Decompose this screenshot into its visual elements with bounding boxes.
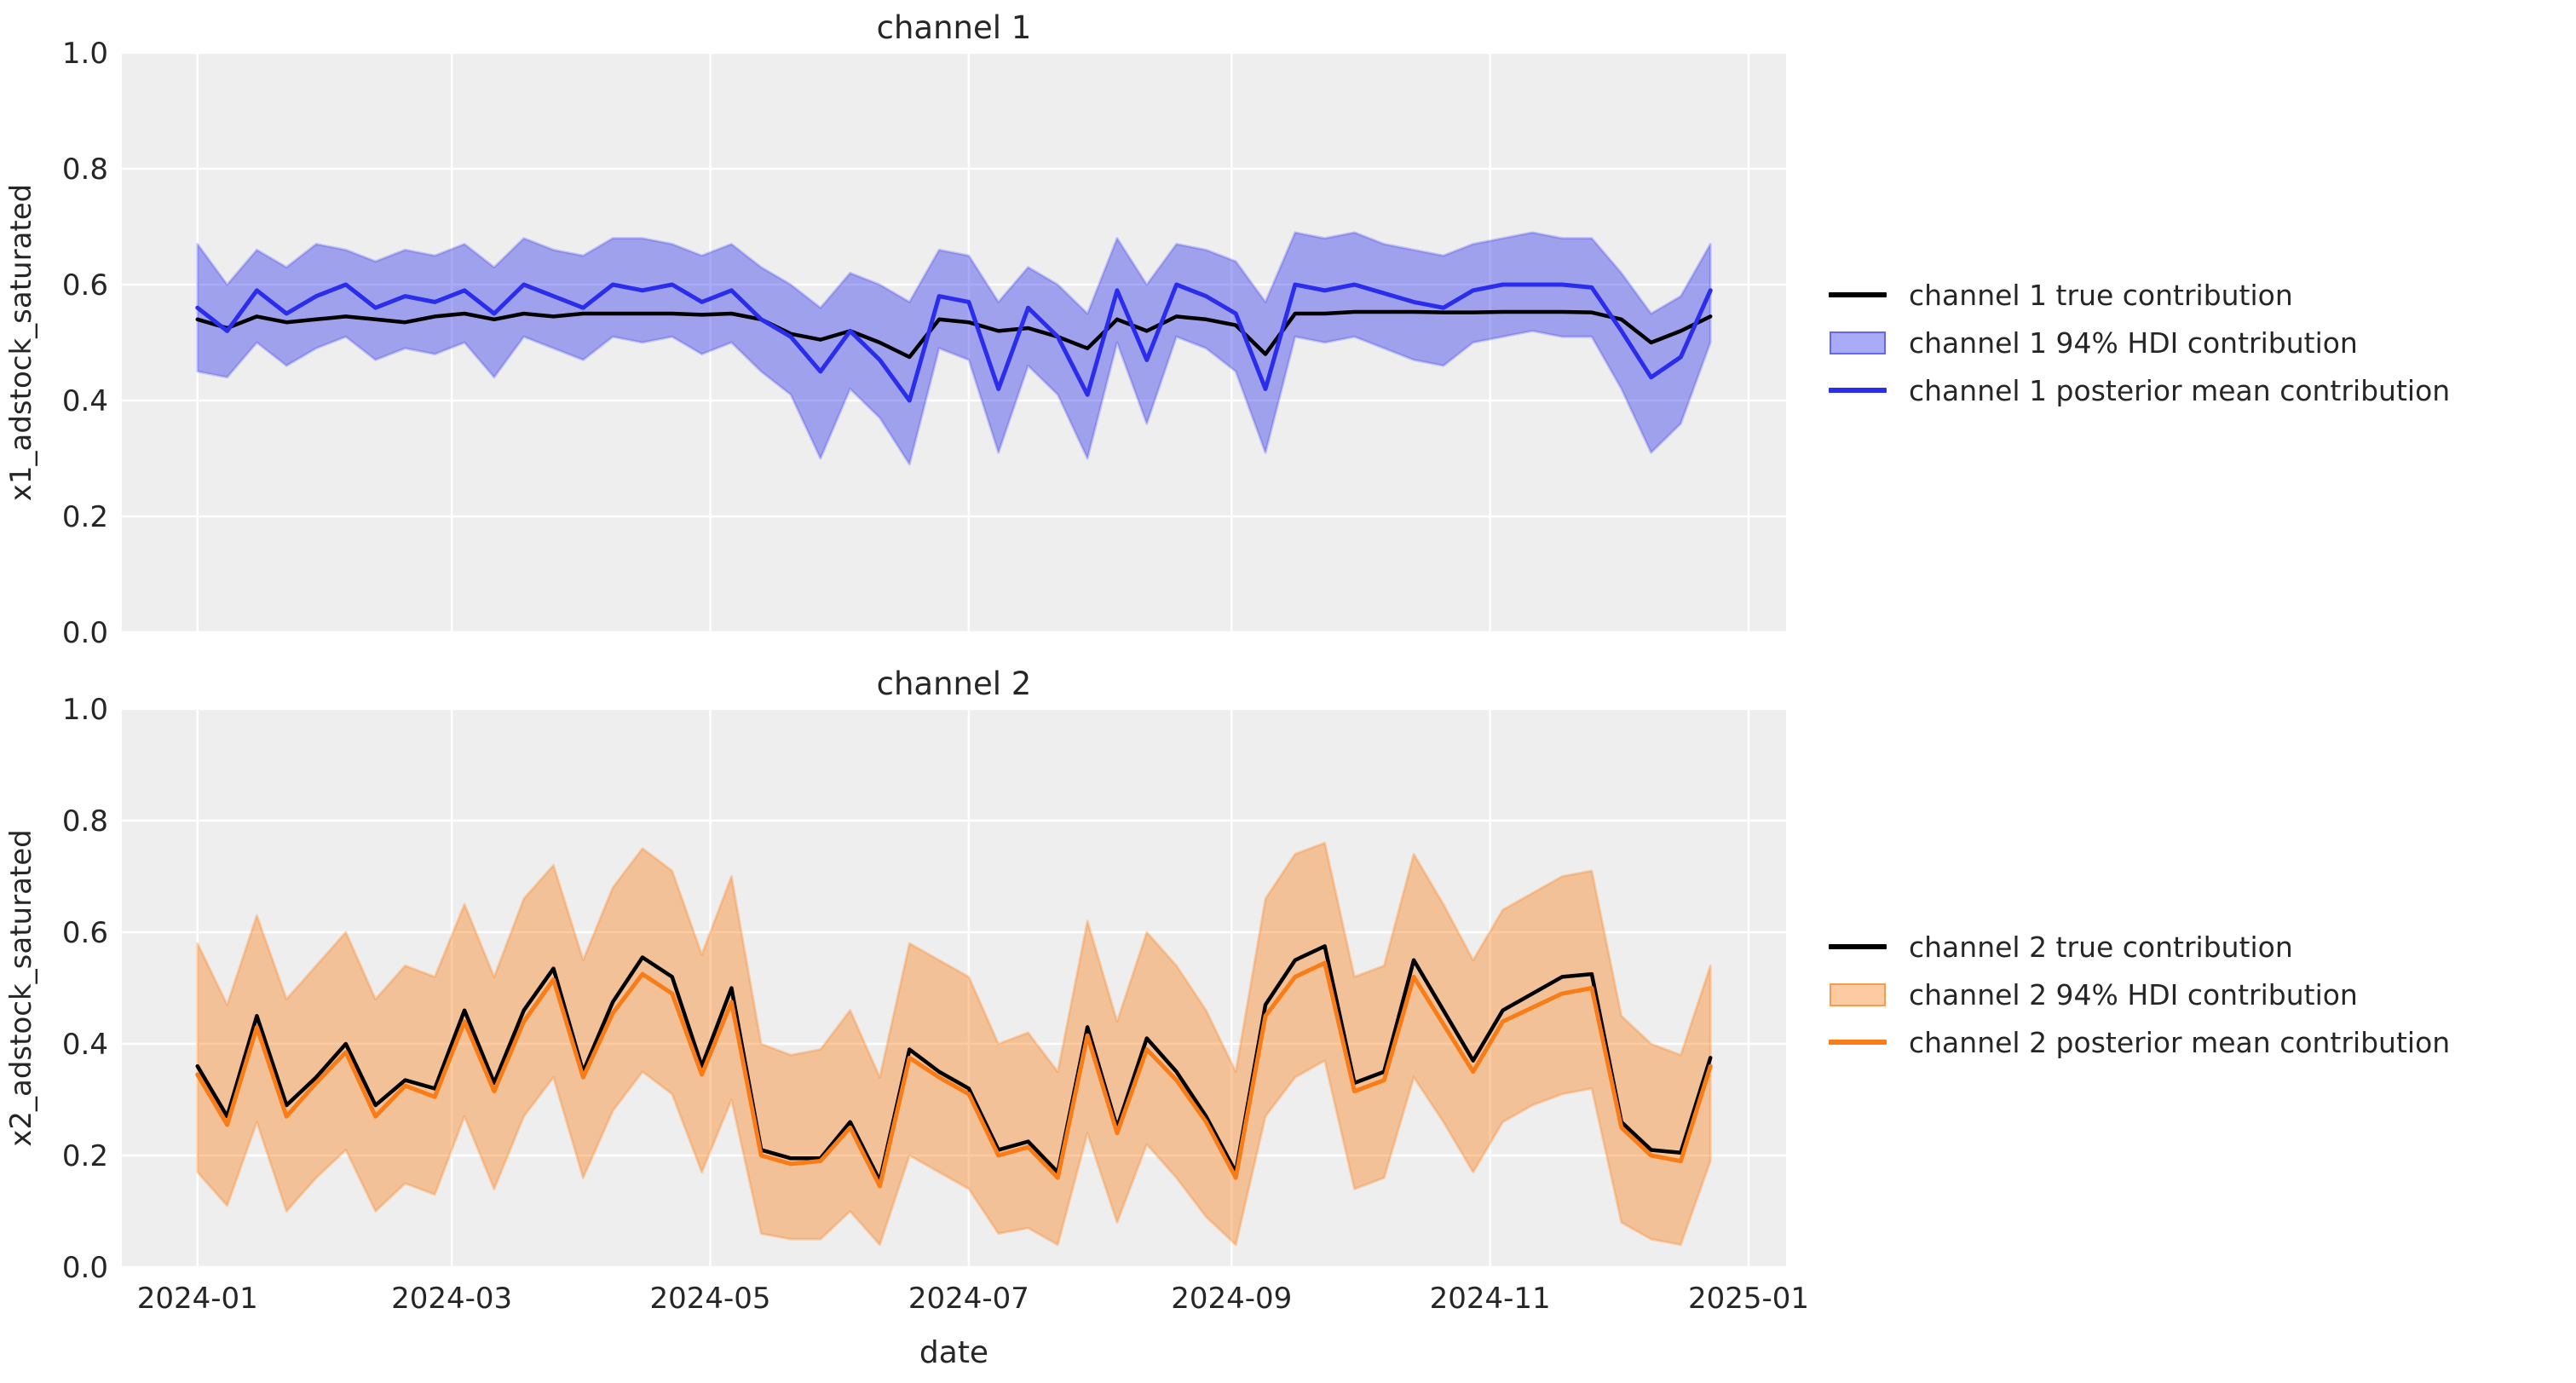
x-tick-label: 2024-11	[1430, 1282, 1551, 1316]
y-axis-label: x1_adstock_saturated	[4, 184, 38, 501]
legend-item-channel-1-hdi: channel 1 94% HDI contribution	[1829, 319, 2450, 366]
y-tick-label: 1.0	[62, 693, 108, 727]
y-tick-label: 0.6	[62, 268, 108, 303]
legend-label: channel 2 posterior mean contribution	[1909, 1025, 2451, 1059]
x-axis-label: date	[919, 1335, 988, 1370]
swatch-wrap	[1829, 983, 1887, 1006]
true-line-swatch	[1829, 292, 1887, 297]
plot-area	[122, 53, 1786, 632]
y-tick-label: 0.0	[62, 1251, 108, 1285]
legend-channel-2: channel 2 true contribution channel 2 94…	[1829, 923, 2450, 1066]
hdi-band-swatch	[1830, 331, 1886, 354]
swatch-wrap	[1829, 944, 1887, 949]
swatch-wrap	[1829, 1040, 1887, 1045]
x-tick-label: 2024-01	[137, 1282, 258, 1316]
hdi-band	[196, 841, 1712, 1247]
x-tick-label: 2024-07	[908, 1282, 1029, 1316]
true-line	[195, 944, 1713, 1183]
y-axis-label: x2_adstock_saturated	[4, 829, 38, 1146]
y-tick-label: 0.2	[62, 1139, 108, 1173]
y-tick-label: 0.0	[62, 616, 108, 650]
legend-label: channel 1 94% HDI contribution	[1909, 326, 2358, 360]
y-tick-label: 0.8	[62, 804, 108, 838]
hdi-band-swatch	[1830, 983, 1886, 1006]
plot-area	[122, 709, 1786, 1267]
y-tick-label: 0.6	[62, 916, 108, 950]
subplot-title: channel 2	[877, 666, 1032, 702]
x-tick-label: 2024-03	[391, 1282, 512, 1316]
posterior-mean-line-swatch	[1829, 1040, 1887, 1045]
posterior-mean-line	[195, 960, 1713, 1189]
true-line	[195, 309, 1713, 360]
swatch-wrap	[1829, 331, 1887, 354]
legend-label: channel 2 true contribution	[1909, 930, 2293, 964]
swatch-wrap	[1829, 388, 1887, 393]
legend-item-channel-2-true: channel 2 true contribution	[1829, 923, 2450, 971]
x-tick-label: 2024-05	[650, 1282, 771, 1316]
true-line-swatch	[1829, 944, 1887, 949]
y-tick-label: 0.2	[62, 500, 108, 534]
y-tick-label: 1.0	[62, 37, 108, 71]
legend-channel-1: channel 1 true contribution channel 1 94…	[1829, 271, 2450, 414]
x-tick-label: 2024-09	[1171, 1282, 1292, 1316]
y-tick-label: 0.8	[62, 153, 108, 187]
legend-label: channel 1 true contribution	[1909, 278, 2293, 312]
x-tick-label: 2025-01	[1688, 1282, 1809, 1316]
y-tick-label: 0.4	[62, 1028, 108, 1062]
legend-item-channel-2-hdi: channel 2 94% HDI contribution	[1829, 971, 2450, 1018]
subplot-channel-1: 0.0 0.2 0.4 0.6 0.8 1.0 channel 1 x1_adstock_sa…	[4, 9, 1786, 650]
legend-label: channel 2 94% HDI contribution	[1909, 977, 2358, 1011]
subplot-title: channel 1	[877, 9, 1032, 46]
legend-item-channel-1-true: channel 1 true contribution	[1829, 271, 2450, 319]
posterior-mean-line	[195, 282, 1713, 403]
legend-item-channel-1-posterior-mean: channel 1 posterior mean contribution	[1829, 366, 2450, 414]
y-tick-label: 0.4	[62, 384, 108, 418]
legend-label: channel 1 posterior mean contribution	[1909, 373, 2451, 407]
legend-item-channel-2-posterior-mean: channel 2 posterior mean contribution	[1829, 1018, 2450, 1066]
swatch-wrap	[1829, 292, 1887, 297]
subplot-channel-2: 0.0 0.2 0.4 0.6 0.8 1.0 2024-01 2024-03 2024-05 2…	[4, 666, 1809, 1370]
posterior-mean-line-swatch	[1829, 388, 1887, 393]
